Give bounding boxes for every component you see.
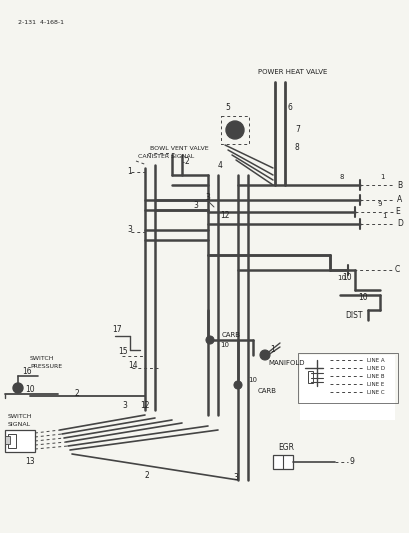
Text: 13: 13 xyxy=(25,457,34,466)
Text: 3: 3 xyxy=(122,401,126,410)
Text: 12: 12 xyxy=(220,211,229,220)
Text: 10: 10 xyxy=(341,273,351,282)
Text: CANISTER SIGNAL: CANISTER SIGNAL xyxy=(138,155,194,159)
Text: BOWL VENT VALVE: BOWL VENT VALVE xyxy=(150,146,208,150)
Text: POWER HEAT VALVE: POWER HEAT VALVE xyxy=(257,69,326,75)
Bar xyxy=(297,353,397,403)
Text: D: D xyxy=(396,220,402,229)
Text: SWITCH: SWITCH xyxy=(30,356,54,360)
Text: 6: 6 xyxy=(287,103,292,112)
Text: LINE D: LINE D xyxy=(366,366,384,370)
Text: 3: 3 xyxy=(193,200,198,209)
Text: C: C xyxy=(394,265,399,274)
Text: 1: 1 xyxy=(381,213,386,219)
Text: 12: 12 xyxy=(139,401,149,410)
Text: 16: 16 xyxy=(22,367,31,376)
Text: 3: 3 xyxy=(204,193,209,203)
Text: 9: 9 xyxy=(377,201,382,207)
Text: 9: 9 xyxy=(349,457,354,466)
Text: 8: 8 xyxy=(339,174,344,180)
Bar xyxy=(5,430,35,452)
Circle shape xyxy=(205,336,213,344)
Text: 1: 1 xyxy=(379,174,384,180)
Circle shape xyxy=(229,125,239,135)
Bar xyxy=(5,436,10,444)
Text: E: E xyxy=(394,207,399,216)
Text: DIST: DIST xyxy=(344,311,362,320)
Text: 7: 7 xyxy=(294,125,299,134)
Circle shape xyxy=(259,350,270,360)
Text: CARB: CARB xyxy=(221,332,240,338)
Bar xyxy=(220,116,248,144)
Text: 4: 4 xyxy=(218,160,222,169)
Text: 3: 3 xyxy=(232,473,237,482)
Text: 10: 10 xyxy=(220,342,229,348)
Bar xyxy=(272,455,292,469)
Text: B: B xyxy=(396,181,401,190)
Text: 15: 15 xyxy=(118,348,127,357)
Text: LINE B: LINE B xyxy=(366,374,384,378)
Text: 2: 2 xyxy=(184,157,189,166)
Text: 10: 10 xyxy=(357,294,367,303)
Text: 17: 17 xyxy=(112,326,121,335)
Bar xyxy=(299,355,394,420)
Text: 8: 8 xyxy=(294,143,299,152)
Text: 3: 3 xyxy=(127,225,132,235)
Text: 1: 1 xyxy=(127,167,131,176)
Text: LINE E: LINE E xyxy=(366,382,383,386)
Text: SWITCH: SWITCH xyxy=(8,415,32,419)
Text: 2: 2 xyxy=(75,389,80,398)
Text: CARB: CARB xyxy=(257,388,276,394)
Text: MANIFOLD: MANIFOLD xyxy=(267,360,304,366)
Text: 5: 5 xyxy=(225,103,230,112)
Text: EGR: EGR xyxy=(277,442,293,451)
Text: 14: 14 xyxy=(128,360,137,369)
Text: 10: 10 xyxy=(336,275,345,281)
Text: 10: 10 xyxy=(247,377,256,383)
Text: 10: 10 xyxy=(25,385,34,394)
Circle shape xyxy=(225,121,243,139)
Text: PRESSURE: PRESSURE xyxy=(30,364,62,368)
Circle shape xyxy=(13,383,23,393)
Text: A: A xyxy=(396,196,401,205)
Bar xyxy=(307,371,312,383)
Text: 2: 2 xyxy=(145,472,149,481)
Text: 2-131  4-168-1: 2-131 4-168-1 xyxy=(18,20,64,25)
Text: SIGNAL: SIGNAL xyxy=(8,423,31,427)
Bar xyxy=(8,434,16,448)
Text: LINE A: LINE A xyxy=(366,358,384,362)
Text: LINE C: LINE C xyxy=(366,390,384,394)
Text: 1: 1 xyxy=(270,345,274,354)
Circle shape xyxy=(234,381,241,389)
